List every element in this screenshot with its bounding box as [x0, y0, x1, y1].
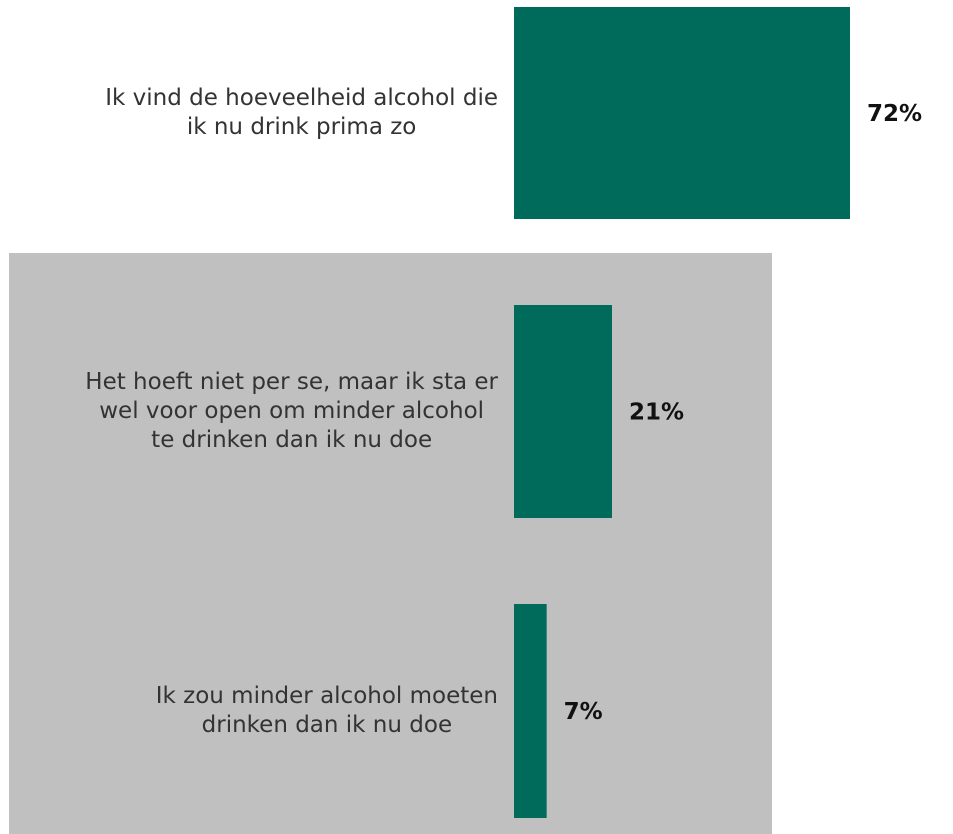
category-label-line: Ik vind de hoeveelheid alcohol die	[105, 85, 498, 111]
category-label-line: Het hoeft niet per se, maar ik sta er	[85, 369, 498, 395]
category-label-1: Ik vind de hoeveelheid alcohol die ik nu …	[105, 85, 498, 140]
highlight-panel	[9, 253, 772, 834]
value-label-1: 72%	[867, 101, 922, 127]
value-label-2: 21%	[629, 400, 684, 426]
category-label-3: Ik zou minder alcohol moeten drinken dan …	[156, 683, 498, 738]
category-label-line: wel voor open om minder alcohol	[99, 398, 484, 424]
category-label-line: drinken dan ik nu doe	[202, 712, 452, 738]
category-label-line: Ik zou minder alcohol moeten	[156, 683, 498, 709]
value-label-3: 7%	[564, 699, 603, 725]
category-label-line: te drinken dan ik nu doe	[151, 427, 432, 453]
bar-1	[514, 7, 850, 219]
bar-2	[514, 305, 612, 518]
category-label-2: Het hoeft niet per se, maar ik sta er wel…	[85, 369, 498, 453]
category-label-line: ik nu drink prima zo	[187, 114, 417, 140]
bar-3	[514, 604, 547, 818]
